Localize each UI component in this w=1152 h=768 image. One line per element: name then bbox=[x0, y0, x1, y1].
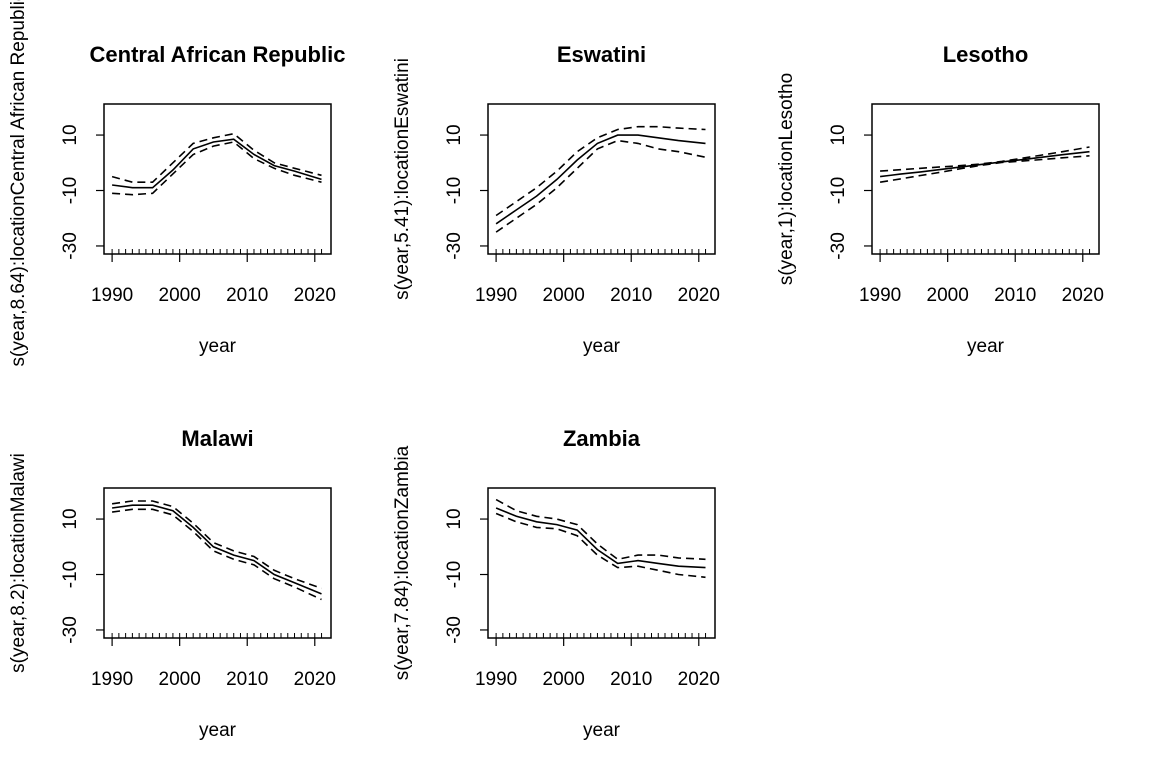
panel-title: Zambia bbox=[563, 426, 641, 451]
x-tick-label: 2020 bbox=[1062, 285, 1104, 306]
x-axis-label: year bbox=[967, 336, 1005, 357]
x-tick-label: 1990 bbox=[859, 285, 901, 306]
x-tick-label: 1990 bbox=[91, 285, 133, 306]
x-tick-label: 1990 bbox=[475, 669, 517, 690]
plot-box bbox=[103, 487, 332, 639]
panel: Central African Republic 1990 2000 2010 2020… bbox=[8, 0, 345, 366]
panel: Malawi 1990 2000 2010 2020 -30 -10 10 year s(year… bbox=[8, 426, 336, 741]
plot-box bbox=[487, 103, 716, 255]
smooth-line bbox=[111, 138, 322, 189]
smooth-line bbox=[495, 512, 706, 579]
smooth-line bbox=[880, 146, 1090, 172]
smooth-line bbox=[495, 498, 706, 561]
x-tick-label: 2000 bbox=[159, 669, 201, 690]
smooth-line bbox=[495, 125, 706, 217]
panel-title: Lesotho bbox=[943, 42, 1029, 67]
smooth-line bbox=[112, 141, 322, 196]
panel: Eswatini 1990 2000 2010 2020 -30 -10 10 year s(ye… bbox=[392, 42, 720, 357]
y-tick-label: 10 bbox=[444, 508, 465, 529]
x-tick-label: 2010 bbox=[610, 669, 652, 690]
y-axis-label: s(year,5.41):locationEswatini bbox=[392, 58, 413, 300]
y-axis-label: s(year,7.84):locationZambia bbox=[392, 445, 413, 680]
plot-box bbox=[487, 487, 716, 639]
y-axis-label: s(year,8.2):locationMalawi bbox=[8, 453, 29, 673]
x-tick-label: 2010 bbox=[226, 285, 268, 306]
y-axis-label: s(year,1):locationLesotho bbox=[776, 73, 797, 285]
x-tick-label: 2020 bbox=[678, 285, 720, 306]
y-tick-label: -30 bbox=[60, 616, 81, 643]
smooth-line bbox=[111, 508, 322, 601]
y-tick-label: 10 bbox=[60, 124, 81, 145]
x-axis-label: year bbox=[583, 336, 621, 357]
panel-title: Central African Republic bbox=[90, 42, 346, 67]
panel-title: Malawi bbox=[181, 426, 253, 451]
smooth-line bbox=[111, 500, 322, 590]
x-tick-label: 2010 bbox=[994, 285, 1036, 306]
x-tick-label: 2020 bbox=[294, 285, 336, 306]
smooth-line bbox=[495, 507, 706, 569]
x-tick-label: 2000 bbox=[543, 669, 585, 690]
y-tick-label: -30 bbox=[60, 232, 81, 259]
smooth-line bbox=[879, 155, 1090, 183]
panel: Lesotho 1990 2000 2010 2020 -30 -10 10 year s(yea… bbox=[776, 42, 1104, 357]
x-tick-label: 1990 bbox=[475, 285, 517, 306]
x-tick-label: 2000 bbox=[927, 285, 969, 306]
smooth-line bbox=[111, 504, 322, 595]
panel: Zambia 1990 2000 2010 2020 -30 -10 10 year s(year… bbox=[392, 426, 720, 741]
y-tick-label: -10 bbox=[60, 561, 81, 588]
y-tick-label: -10 bbox=[444, 177, 465, 204]
plot-box bbox=[103, 103, 332, 255]
x-tick-label: 2020 bbox=[294, 669, 336, 690]
smooth-line bbox=[495, 139, 706, 233]
y-tick-label: -30 bbox=[444, 616, 465, 643]
x-tick-label: 2000 bbox=[543, 285, 585, 306]
y-tick-label: -10 bbox=[60, 177, 81, 204]
y-tick-label: -10 bbox=[444, 561, 465, 588]
x-tick-label: 1990 bbox=[91, 669, 133, 690]
y-tick-label: 10 bbox=[828, 124, 849, 145]
y-tick-label: -10 bbox=[828, 177, 849, 204]
x-tick-label: 2000 bbox=[159, 285, 201, 306]
x-tick-label: 2010 bbox=[610, 285, 652, 306]
y-tick-label: -30 bbox=[828, 232, 849, 259]
smooth-line bbox=[111, 132, 322, 183]
y-tick-label: 10 bbox=[60, 508, 81, 529]
panel-title: Eswatini bbox=[557, 42, 646, 67]
smooth-line bbox=[880, 150, 1090, 178]
x-tick-label: 2010 bbox=[226, 669, 268, 690]
x-axis-label: year bbox=[583, 720, 621, 741]
x-axis-label: year bbox=[199, 336, 237, 357]
smooth-line bbox=[495, 134, 706, 225]
x-tick-label: 2020 bbox=[678, 669, 720, 690]
y-axis-label: s(year,8.64):locationCentral African Rep… bbox=[8, 0, 29, 366]
plot-box bbox=[871, 103, 1100, 255]
y-tick-label: -30 bbox=[444, 232, 465, 259]
x-axis-label: year bbox=[199, 720, 237, 741]
y-tick-label: 10 bbox=[444, 124, 465, 145]
